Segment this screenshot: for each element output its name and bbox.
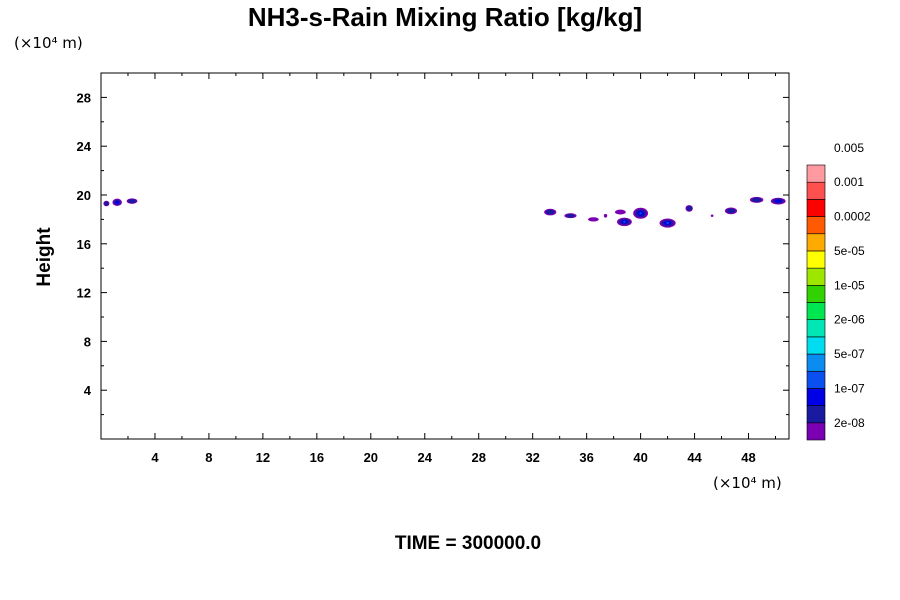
colorbar-label: 2e-08 xyxy=(834,416,865,430)
colorbar-swatch xyxy=(806,181,826,200)
x-tick-label: 32 xyxy=(525,450,539,465)
contour-blob-level-0 xyxy=(710,214,714,217)
contour-blob-level-1 xyxy=(545,209,555,215)
x-tick-label: 36 xyxy=(579,450,593,465)
contour-blobs xyxy=(103,196,786,228)
colorbar: 2e-08 1e-07 5e-07 2e-06 1e-05 5e-05 0.0002 0.00… xyxy=(806,141,871,441)
colorbar-swatch xyxy=(806,370,826,389)
colorbar-label: 0.0002 xyxy=(834,210,871,224)
colorbar-swatch xyxy=(806,336,826,355)
colorbar-swatch xyxy=(806,233,826,252)
colorbar-label: 5e-05 xyxy=(834,244,865,258)
x-tick-label: 40 xyxy=(633,450,647,465)
x-tick-label: 12 xyxy=(256,450,270,465)
x-tick-label: 8 xyxy=(205,450,212,465)
y-axis-label: Height xyxy=(34,227,55,287)
chart-title: NH3-s-Rain Mixing Ratio [kg/kg] xyxy=(248,2,642,32)
colorbar-swatch xyxy=(806,267,826,286)
contour-blob-level-0 xyxy=(614,209,626,215)
colorbar-label: 5e-07 xyxy=(834,347,865,361)
contour-blob-level-1 xyxy=(686,206,692,211)
x-tick-label: 44 xyxy=(687,450,702,465)
colorbar-swatch xyxy=(806,199,826,217)
colorbar-swatch xyxy=(806,405,826,424)
colorbar-swatch xyxy=(806,302,826,320)
x-tick-label: 4 xyxy=(151,450,159,465)
colorbar-label: 1e-05 xyxy=(834,278,865,292)
contour-blob-level-0 xyxy=(587,217,599,222)
colorbar-swatch xyxy=(806,422,826,441)
contour-blob-level-2 xyxy=(115,200,120,204)
y-tick-label: 24 xyxy=(77,139,92,154)
colorbar-label: 0.001 xyxy=(834,175,864,189)
y-unit-label: (×10⁴ m) xyxy=(14,34,83,52)
x-tick-label: 16 xyxy=(310,450,324,465)
contour-blob-level-3 xyxy=(623,220,626,223)
contour-blob-level-3 xyxy=(666,222,669,225)
colorbar-swatch xyxy=(806,388,826,406)
colorbar-label: 1e-07 xyxy=(834,381,865,395)
time-label: TIME = 300000.0 xyxy=(395,533,541,554)
colorbar-swatch xyxy=(806,285,826,303)
x-tick-label: 28 xyxy=(471,450,485,465)
colorbar-label: 0.005 xyxy=(834,141,864,155)
contour-blob-level-1 xyxy=(128,199,136,204)
x-tick-label: 48 xyxy=(741,450,755,465)
contour-blob-level-0 xyxy=(603,213,608,218)
contour-blob-level-1 xyxy=(751,197,762,203)
y-tick-label: 16 xyxy=(77,237,91,252)
colorbar-swatch xyxy=(806,250,826,269)
x-unit-label: (×10⁴ m) xyxy=(713,474,782,492)
contour-blob-level-1 xyxy=(104,201,109,206)
colorbar-swatch xyxy=(806,164,826,183)
colorbar-swatch xyxy=(806,216,826,235)
contour-blob-level-1 xyxy=(726,208,736,214)
colorbar-label: 2e-06 xyxy=(834,313,865,327)
y-tick-label: 20 xyxy=(77,188,91,203)
y-tick-label: 28 xyxy=(77,90,91,105)
x-tick-label: 24 xyxy=(418,450,433,465)
x-tick-label: 20 xyxy=(364,450,378,465)
contour-blob-level-2 xyxy=(774,199,782,203)
colorbar-swatch xyxy=(806,319,826,338)
plot-frame xyxy=(100,72,790,440)
y-tick-label: 8 xyxy=(84,334,91,349)
colorbar-swatch xyxy=(806,353,826,372)
y-tick-label: 12 xyxy=(77,286,91,301)
contour-blob-level-1 xyxy=(566,213,575,218)
y-tick-label: 4 xyxy=(84,383,92,398)
contour-blob-level-3 xyxy=(639,212,642,215)
x-axis: 4 8 12 16 20 24 28 32 36 40 44 48 xyxy=(127,73,777,465)
y-axis: 4 8 12 16 20 24 28 xyxy=(77,90,789,416)
